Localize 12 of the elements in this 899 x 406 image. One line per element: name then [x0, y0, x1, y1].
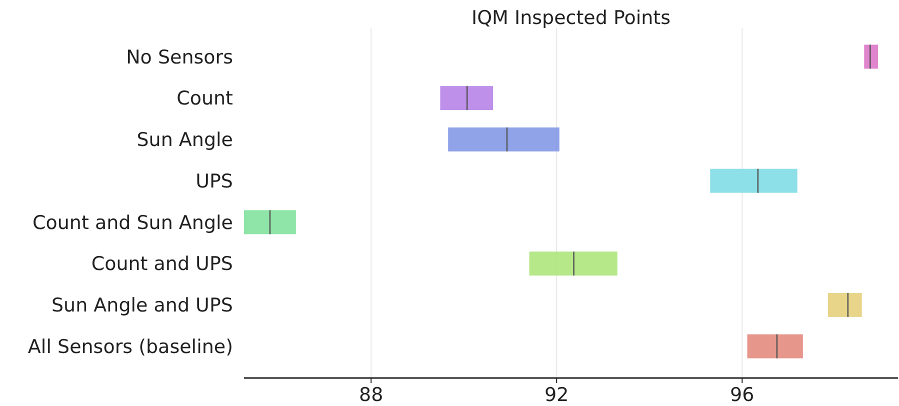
chart-title: IQM Inspected Points	[471, 7, 671, 29]
y-tick-label: All Sensors (baseline)	[28, 336, 233, 358]
y-tick-label: Count and UPS	[91, 253, 233, 276]
y-tick-label: Count	[176, 88, 233, 110]
y-tick-label: No Sensors	[126, 46, 233, 68]
y-tick-label: Sun Angle and UPS	[51, 294, 233, 317]
y-tick-label: Count and Sun Angle	[32, 212, 233, 234]
x-tick-label: 96	[730, 384, 754, 406]
y-tick-label: UPS	[196, 170, 233, 192]
x-tick-label: 88	[358, 384, 384, 406]
x-tick-label: 92	[544, 384, 569, 406]
y-tick-label: Sun Angle	[136, 129, 233, 152]
